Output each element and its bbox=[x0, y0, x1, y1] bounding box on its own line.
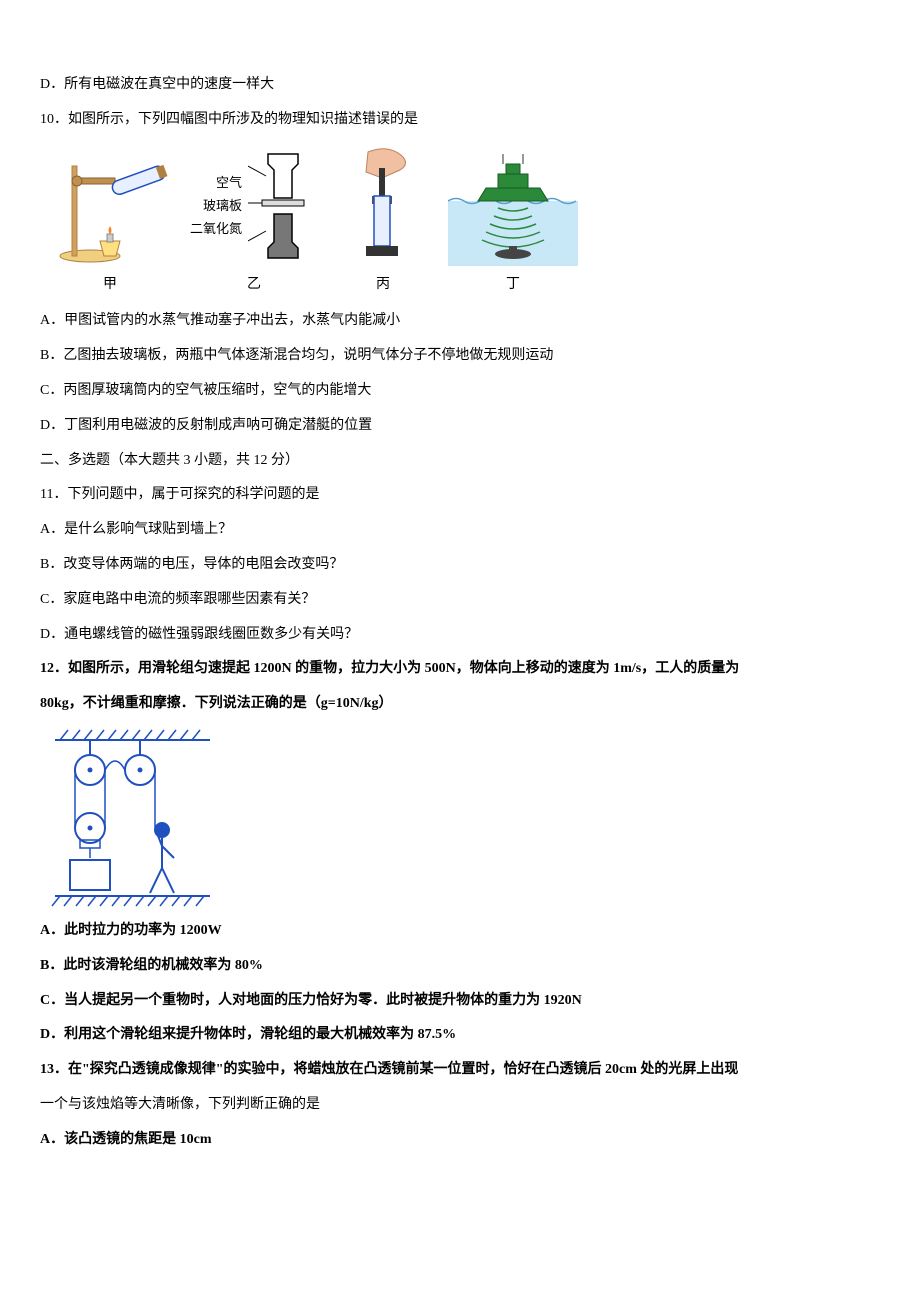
q10-stem: 10．如图所示，下列四幅图中所涉及的物理知识描述错误的是 bbox=[40, 105, 880, 136]
q13-stem-line1: 13．在"探究凸透镜成像规律"的实验中，将蜡烛放在凸透镜前某一位置时，恰好在凸透… bbox=[40, 1055, 880, 1086]
q10-fig-b: 空气 玻璃板 二氧化氮 乙 bbox=[190, 146, 318, 301]
q9-option-d: D．所有电磁波在真空中的速度一样大 bbox=[40, 70, 880, 101]
q11-option-a: A．是什么影响气球贴到墙上？ bbox=[40, 515, 880, 546]
q10-option-c: C．丙图厚玻璃筒内的空气被压缩时，空气的内能增大 bbox=[40, 376, 880, 407]
fig-a-svg bbox=[50, 146, 170, 266]
q13-stem-line2: 一个与该烛焰等大清晰像，下列判断正确的是 bbox=[40, 1090, 880, 1121]
q10-fig-c-label: 丙 bbox=[376, 270, 390, 301]
q10-fig-c: 丙 bbox=[338, 146, 428, 301]
q11-option-b: B．改变导体两端的电压，导体的电阻会改变吗？ bbox=[40, 550, 880, 581]
q12-stem-line1: 12．如图所示，用滑轮组匀速提起 1200N 的重物，拉力大小为 500N，物体… bbox=[40, 654, 880, 685]
q12-option-d: D．利用这个滑轮组来提升物体时，滑轮组的最大机械效率为 87.5% bbox=[40, 1020, 880, 1051]
fig-d-svg bbox=[448, 146, 578, 266]
q10-fig-d-label: 丁 bbox=[506, 270, 520, 301]
fig-b-label-mid: 玻璃板 bbox=[190, 194, 242, 217]
q10-option-a: A．甲图试管内的水蒸气推动塞子冲出去，水蒸气内能减小 bbox=[40, 306, 880, 337]
fig-c-svg bbox=[338, 146, 428, 266]
fig-b-svg bbox=[248, 146, 318, 266]
q10-fig-d: 丁 bbox=[448, 146, 578, 301]
q10-fig-a: 甲 bbox=[50, 146, 170, 301]
q10-fig-a-label: 甲 bbox=[103, 270, 117, 301]
q11-option-d: D．通电螺线管的磁性强弱跟线圈匝数多少有关吗？ bbox=[40, 620, 880, 651]
fig-b-label-top: 空气 bbox=[190, 171, 242, 194]
q12-option-b: B．此时该滑轮组的机械效率为 80% bbox=[40, 951, 880, 982]
q11-stem: 11．下列问题中，属于可探究的科学问题的是 bbox=[40, 480, 880, 511]
q13-option-a: A．该凸透镜的焦距是 10cm bbox=[40, 1125, 880, 1156]
q10-option-d: D．丁图利用电磁波的反射制成声呐可确定潜艇的位置 bbox=[40, 411, 880, 442]
q12-figure bbox=[50, 728, 880, 908]
q12-pulley-svg bbox=[50, 728, 220, 908]
q11-option-c: C．家庭电路中电流的频率跟哪些因素有关？ bbox=[40, 585, 880, 616]
q10-figures: 甲 空气 玻璃板 二氧化氮 bbox=[40, 146, 880, 301]
q10-fig-b-label: 乙 bbox=[247, 270, 261, 301]
fig-b-label-bot: 二氧化氮 bbox=[190, 217, 242, 240]
q10-option-b: B．乙图抽去玻璃板，两瓶中气体逐渐混合均匀，说明气体分子不停地做无规则运动 bbox=[40, 341, 880, 372]
q12-stem-line2: 80kg，不计绳重和摩擦．下列说法正确的是（g=10N/kg） bbox=[40, 689, 880, 720]
q12-option-a: A．此时拉力的功率为 1200W bbox=[40, 916, 880, 947]
section2-heading: 二、多选题（本大题共 3 小题，共 12 分） bbox=[40, 446, 880, 477]
q12-option-c: C．当人提起另一个重物时，人对地面的压力恰好为零．此时被提升物体的重力为 192… bbox=[40, 986, 880, 1017]
